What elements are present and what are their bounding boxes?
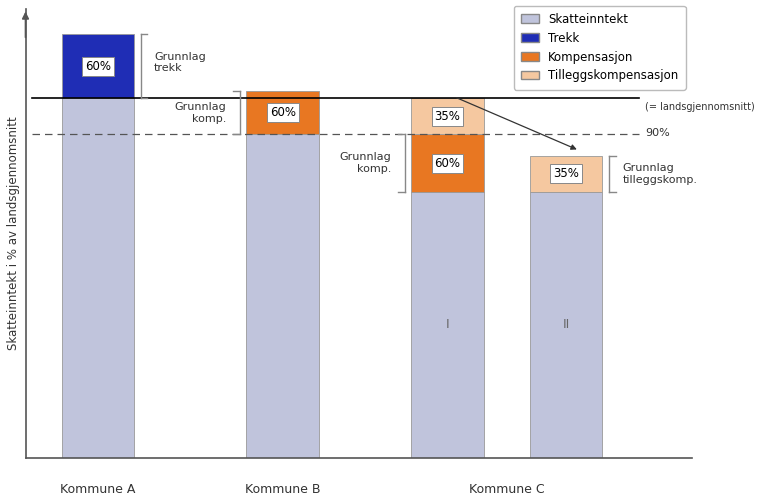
Bar — [62, 98, 134, 458]
Bar — [411, 192, 484, 458]
Bar — [411, 134, 484, 192]
Text: (= landsgjennomsnitt): (= landsgjennomsnitt) — [645, 102, 755, 112]
Text: Kommune A: Kommune A — [61, 483, 136, 496]
Text: II: II — [562, 318, 570, 331]
Bar — [411, 98, 484, 134]
Text: Grunnlag
trekk: Grunnlag trekk — [154, 52, 206, 73]
Text: 35%: 35% — [553, 167, 579, 181]
Text: 60%: 60% — [435, 157, 460, 170]
Text: I: I — [446, 318, 449, 331]
Text: 60%: 60% — [85, 60, 111, 73]
Text: Grunnlag
komp.: Grunnlag komp. — [340, 152, 391, 174]
Text: 60%: 60% — [270, 106, 295, 119]
Text: Kommune C: Kommune C — [469, 483, 545, 496]
Bar — [246, 134, 319, 458]
Bar — [62, 34, 134, 98]
Legend: Skatteinntekt, Trekk, Kompensasjon, Tilleggskompensasjon: Skatteinntekt, Trekk, Kompensasjon, Till… — [514, 5, 686, 89]
Y-axis label: Skatteinntekt i % av landsgjennomsnitt: Skatteinntekt i % av landsgjennomsnitt — [7, 116, 20, 350]
Text: Grunnlag
tilleggskomp.: Grunnlag tilleggskomp. — [622, 163, 697, 185]
Bar — [530, 156, 603, 192]
Bar — [246, 91, 319, 134]
Text: 35%: 35% — [435, 110, 460, 123]
Text: Grunnlag
komp.: Grunnlag komp. — [175, 102, 226, 124]
Bar — [530, 192, 603, 458]
Text: Kommune B: Kommune B — [245, 483, 321, 496]
Text: 100%: 100% — [645, 83, 677, 93]
Text: 90%: 90% — [645, 128, 670, 138]
